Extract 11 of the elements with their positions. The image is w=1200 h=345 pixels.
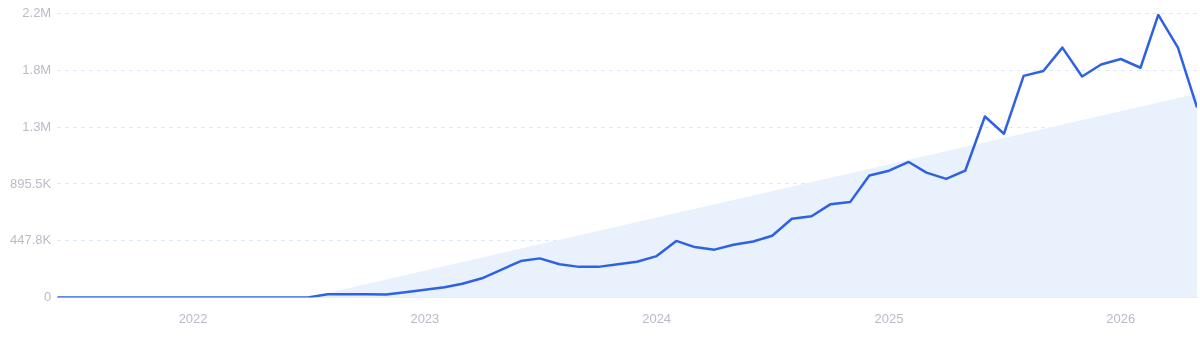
x-tick-label: 2025 xyxy=(874,310,904,326)
y-tick-label: 2.2M xyxy=(22,5,52,21)
y-tick-label: 1.8M xyxy=(22,62,52,78)
x-tick-label: 2023 xyxy=(410,310,440,326)
x-tick-label: 2024 xyxy=(642,310,672,326)
x-tick-label: 2026 xyxy=(1106,310,1136,326)
x-tick-label: 2022 xyxy=(178,310,208,326)
y-tick-label: 895.5K xyxy=(10,175,52,191)
y-tick-label: 0 xyxy=(43,288,52,304)
y-tick-label: 1.3M xyxy=(22,118,52,134)
y-tick-label: 447.8K xyxy=(10,232,52,248)
